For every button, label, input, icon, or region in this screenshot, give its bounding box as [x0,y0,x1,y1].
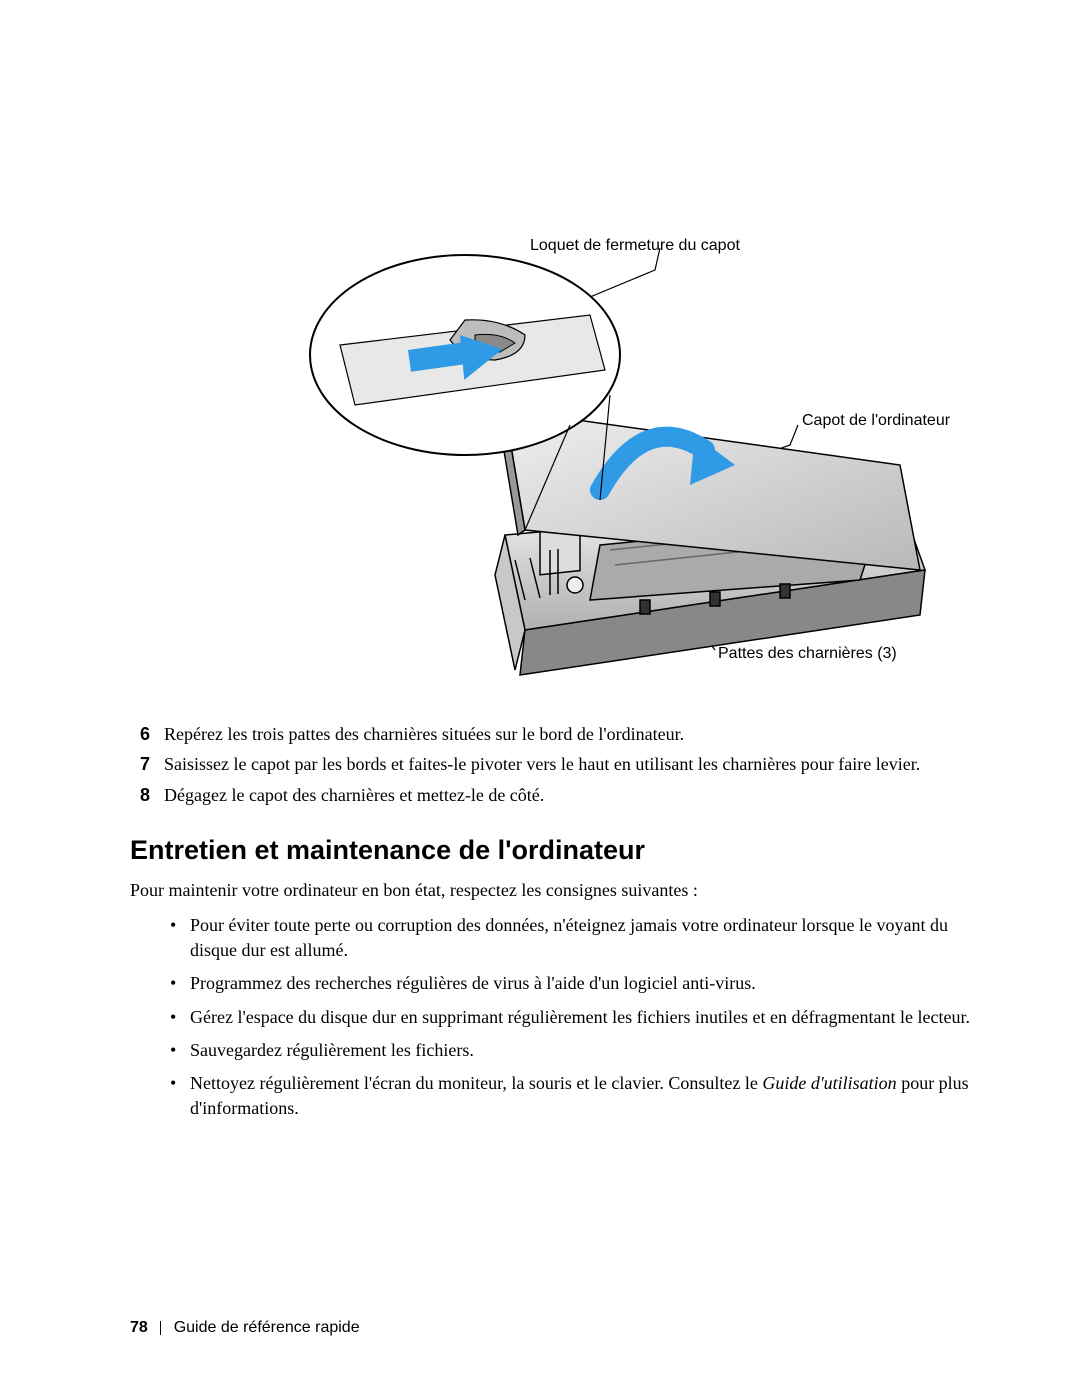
section-heading: Entretien et maintenance de l'ordinateur [130,835,970,866]
step-text: Saisissez le capot par les bords et fait… [164,752,970,776]
list-item: Sauvegardez régulièrement les fichiers. [170,1038,970,1063]
step-number: 8 [130,783,150,807]
page-footer: 78 Guide de référence rapide [130,1319,360,1337]
diagram-svg [300,240,940,710]
numbered-steps: 6 Repérez les trois pattes des charnière… [130,722,970,807]
cover-removal-diagram: Loquet de fermeture du capot Capot de l'… [300,240,940,710]
italic-title: Guide d'utilisation [762,1073,896,1093]
list-item: Pour éviter toute perte ou corruption de… [170,913,970,963]
callout-cover: Capot de l'ordinateur [802,412,950,430]
list-item: Nettoyez régulièrement l'écran du monite… [170,1071,970,1121]
callout-latch: Loquet de fermeture du capot [530,237,740,255]
step-item: 8 Dégagez le capot des charnières et met… [130,783,970,807]
footer-separator [160,1321,161,1335]
page-number: 78 [130,1319,148,1336]
list-item: Programmez des recherches régulières de … [170,971,970,996]
step-number: 6 [130,722,150,746]
callout-hinge: Pattes des charnières (3) [718,645,897,663]
step-number: 7 [130,752,150,776]
doc-title: Guide de référence rapide [174,1319,360,1336]
step-item: 6 Repérez les trois pattes des charnière… [130,722,970,746]
manual-page: Loquet de fermeture du capot Capot de l'… [0,0,1080,1397]
step-text: Repérez les trois pattes des charnières … [164,722,970,746]
step-item: 7 Saisissez le capot par les bords et fa… [130,752,970,776]
list-item: Gérez l'espace du disque dur en supprima… [170,1005,970,1030]
section-intro: Pour maintenir votre ordinateur en bon é… [130,878,970,903]
maintenance-list: Pour éviter toute perte ou corruption de… [130,913,970,1121]
step-text: Dégagez le capot des charnières et mette… [164,783,970,807]
